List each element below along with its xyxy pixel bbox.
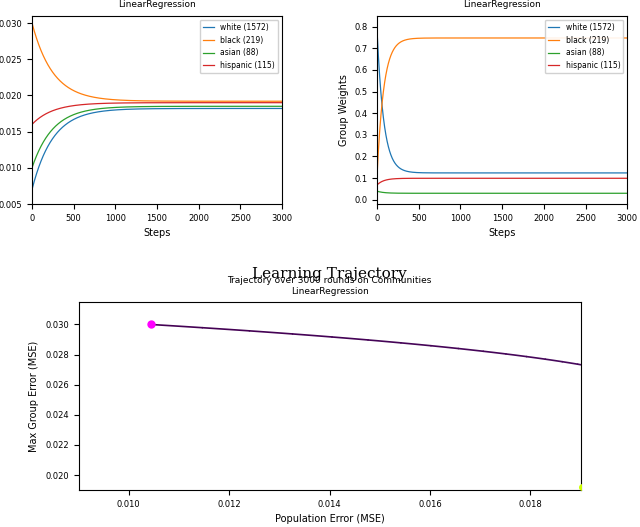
- white (1572): [128, 106, 136, 112]
- asian (88): [128, 104, 136, 110]
- black (219): [128, 97, 136, 104]
- black (219): [180, 98, 188, 104]
- asian (88): [148, 103, 156, 110]
- hispanic (115): [278, 100, 286, 106]
- hispanic (115): [613, 175, 621, 181]
- Title: Trajectory over 3000 rounds on Communities
LinearRegression: Trajectory over 3000 rounds on Communiti…: [227, 276, 432, 296]
- Y-axis label: Group Weights: Group Weights: [339, 74, 349, 146]
- black (219): [456, 35, 464, 41]
- asian (88): [180, 103, 188, 110]
- Line: black (219): black (219): [377, 38, 627, 174]
- asian (88): [525, 190, 532, 197]
- asian (88): [267, 103, 275, 110]
- hispanic (115): [623, 175, 631, 181]
- white (1572): [373, 29, 381, 35]
- Line: white (1572): white (1572): [32, 109, 282, 190]
- Y-axis label: Max Group Error (MSE): Max Group Error (MSE): [29, 340, 40, 452]
- X-axis label: Steps: Steps: [488, 228, 516, 238]
- black (219): [493, 35, 501, 41]
- hispanic (115): [148, 100, 156, 106]
- black (219): [473, 35, 481, 41]
- white (1572): [473, 170, 481, 176]
- asian (88): [111, 104, 119, 111]
- hispanic (115): [267, 100, 275, 106]
- black (219): [525, 35, 532, 41]
- Line: asian (88): asian (88): [32, 106, 282, 168]
- asian (88): [623, 190, 631, 197]
- white (1572): [180, 105, 188, 112]
- hispanic (115): [525, 175, 532, 181]
- white (1572): [623, 170, 631, 176]
- Line: white (1572): white (1572): [377, 32, 627, 173]
- hispanic (115): [111, 100, 119, 106]
- hispanic (115): [456, 175, 464, 181]
- white (1572): [456, 170, 464, 176]
- black (219): [373, 171, 381, 178]
- Legend: white (1572), black (219), asian (88), hispanic (115): white (1572), black (219), asian (88), h…: [545, 19, 623, 73]
- white (1572): [28, 187, 36, 193]
- black (219): [423, 35, 431, 41]
- asian (88): [612, 190, 620, 197]
- hispanic (115): [180, 100, 188, 106]
- Title: Group Weights on Communities
LinearRegression: Group Weights on Communities LinearRegre…: [430, 0, 574, 9]
- white (1572): [493, 170, 501, 176]
- hispanic (115): [128, 100, 136, 106]
- black (219): [623, 35, 631, 41]
- hispanic (115): [612, 175, 620, 181]
- Text: Learning Trajectory: Learning Trajectory: [252, 267, 407, 281]
- white (1572): [525, 170, 532, 176]
- Line: hispanic (115): hispanic (115): [32, 103, 282, 124]
- Line: hispanic (115): hispanic (115): [377, 178, 627, 185]
- hispanic (115): [423, 175, 431, 181]
- hispanic (115): [28, 121, 36, 128]
- asian (88): [423, 190, 431, 197]
- asian (88): [78, 109, 86, 115]
- asian (88): [620, 190, 628, 197]
- Legend: white (1572), black (219), asian (88), hispanic (115): white (1572), black (219), asian (88), h…: [200, 19, 278, 73]
- asian (88): [473, 190, 481, 197]
- black (219): [28, 20, 36, 26]
- white (1572): [423, 170, 431, 176]
- asian (88): [28, 164, 36, 171]
- white (1572): [612, 170, 620, 176]
- X-axis label: Steps: Steps: [143, 228, 171, 238]
- white (1572): [267, 105, 275, 112]
- black (219): [622, 35, 630, 41]
- hispanic (115): [473, 175, 481, 181]
- asian (88): [278, 103, 286, 110]
- black (219): [78, 91, 86, 97]
- Title: Group Errors (MSE) on Communities
LinearRegression: Group Errors (MSE) on Communities Linear…: [76, 0, 239, 9]
- black (219): [111, 96, 119, 103]
- white (1572): [620, 170, 628, 176]
- asian (88): [373, 188, 381, 194]
- white (1572): [278, 105, 286, 112]
- hispanic (115): [493, 175, 501, 181]
- white (1572): [148, 105, 156, 112]
- white (1572): [78, 113, 86, 119]
- black (219): [612, 35, 620, 41]
- asian (88): [493, 190, 501, 197]
- hispanic (115): [78, 102, 86, 108]
- black (219): [267, 98, 275, 104]
- black (219): [278, 98, 286, 104]
- white (1572): [111, 107, 119, 113]
- X-axis label: Population Error (MSE): Population Error (MSE): [275, 514, 385, 524]
- hispanic (115): [373, 182, 381, 188]
- Line: black (219): black (219): [32, 23, 282, 101]
- Line: asian (88): asian (88): [377, 191, 627, 193]
- black (219): [148, 98, 156, 104]
- asian (88): [456, 190, 464, 197]
